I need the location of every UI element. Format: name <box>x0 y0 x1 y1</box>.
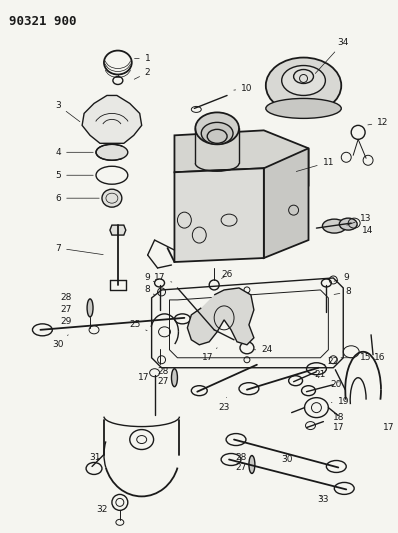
Ellipse shape <box>266 58 341 114</box>
Ellipse shape <box>102 189 122 207</box>
Text: 25: 25 <box>129 320 147 330</box>
Ellipse shape <box>87 299 93 317</box>
Text: 28: 28 <box>60 294 72 302</box>
Text: 13: 13 <box>347 214 372 225</box>
Text: 17: 17 <box>138 373 149 382</box>
Text: 22: 22 <box>324 357 339 366</box>
Text: 18: 18 <box>334 413 345 422</box>
Polygon shape <box>187 288 254 345</box>
Ellipse shape <box>339 218 357 230</box>
Text: 23: 23 <box>219 398 230 412</box>
Text: 27: 27 <box>60 305 72 314</box>
Text: 9: 9 <box>334 273 349 282</box>
Text: 17: 17 <box>154 273 172 282</box>
Text: 5: 5 <box>55 171 93 180</box>
Text: 12: 12 <box>368 118 389 127</box>
Ellipse shape <box>172 369 178 386</box>
Polygon shape <box>264 148 308 258</box>
Text: 17: 17 <box>201 348 217 362</box>
Text: 15: 15 <box>341 353 372 362</box>
Text: 90321 900: 90321 900 <box>9 15 76 28</box>
Text: 7: 7 <box>55 244 103 255</box>
Text: 29: 29 <box>60 317 72 326</box>
Text: 17: 17 <box>334 423 345 432</box>
Text: 31: 31 <box>89 453 101 462</box>
Text: 26: 26 <box>221 270 233 279</box>
Text: 24: 24 <box>254 345 272 354</box>
Ellipse shape <box>96 144 128 160</box>
Ellipse shape <box>266 99 341 118</box>
Text: 10: 10 <box>234 84 253 93</box>
Text: 27: 27 <box>235 463 246 472</box>
Text: 28: 28 <box>158 367 169 376</box>
Text: 17: 17 <box>383 423 394 432</box>
Polygon shape <box>82 95 142 143</box>
Ellipse shape <box>282 66 326 95</box>
Ellipse shape <box>195 112 239 144</box>
Text: 28: 28 <box>235 453 246 462</box>
Ellipse shape <box>249 456 255 473</box>
Text: 19: 19 <box>332 397 349 406</box>
Polygon shape <box>110 225 126 235</box>
Text: 8: 8 <box>334 287 351 296</box>
Text: 33: 33 <box>318 495 329 504</box>
Text: 3: 3 <box>55 101 80 122</box>
Text: 30: 30 <box>53 335 68 349</box>
Text: 1: 1 <box>135 54 150 63</box>
Text: 34: 34 <box>315 38 349 74</box>
Polygon shape <box>174 131 308 185</box>
Ellipse shape <box>322 219 346 233</box>
Text: 9: 9 <box>145 273 154 282</box>
Text: 27: 27 <box>158 377 169 386</box>
Text: 4: 4 <box>55 148 93 157</box>
Text: 20: 20 <box>331 380 342 389</box>
Text: 8: 8 <box>145 286 154 295</box>
Ellipse shape <box>201 123 233 144</box>
Text: 16: 16 <box>366 353 386 362</box>
Text: 2: 2 <box>134 68 150 79</box>
Text: 21: 21 <box>315 370 326 379</box>
Text: 32: 32 <box>96 505 114 514</box>
Text: 30: 30 <box>281 455 293 464</box>
Polygon shape <box>174 168 264 262</box>
Text: 11: 11 <box>296 158 334 172</box>
Text: 6: 6 <box>55 193 99 203</box>
Text: 14: 14 <box>357 225 374 235</box>
